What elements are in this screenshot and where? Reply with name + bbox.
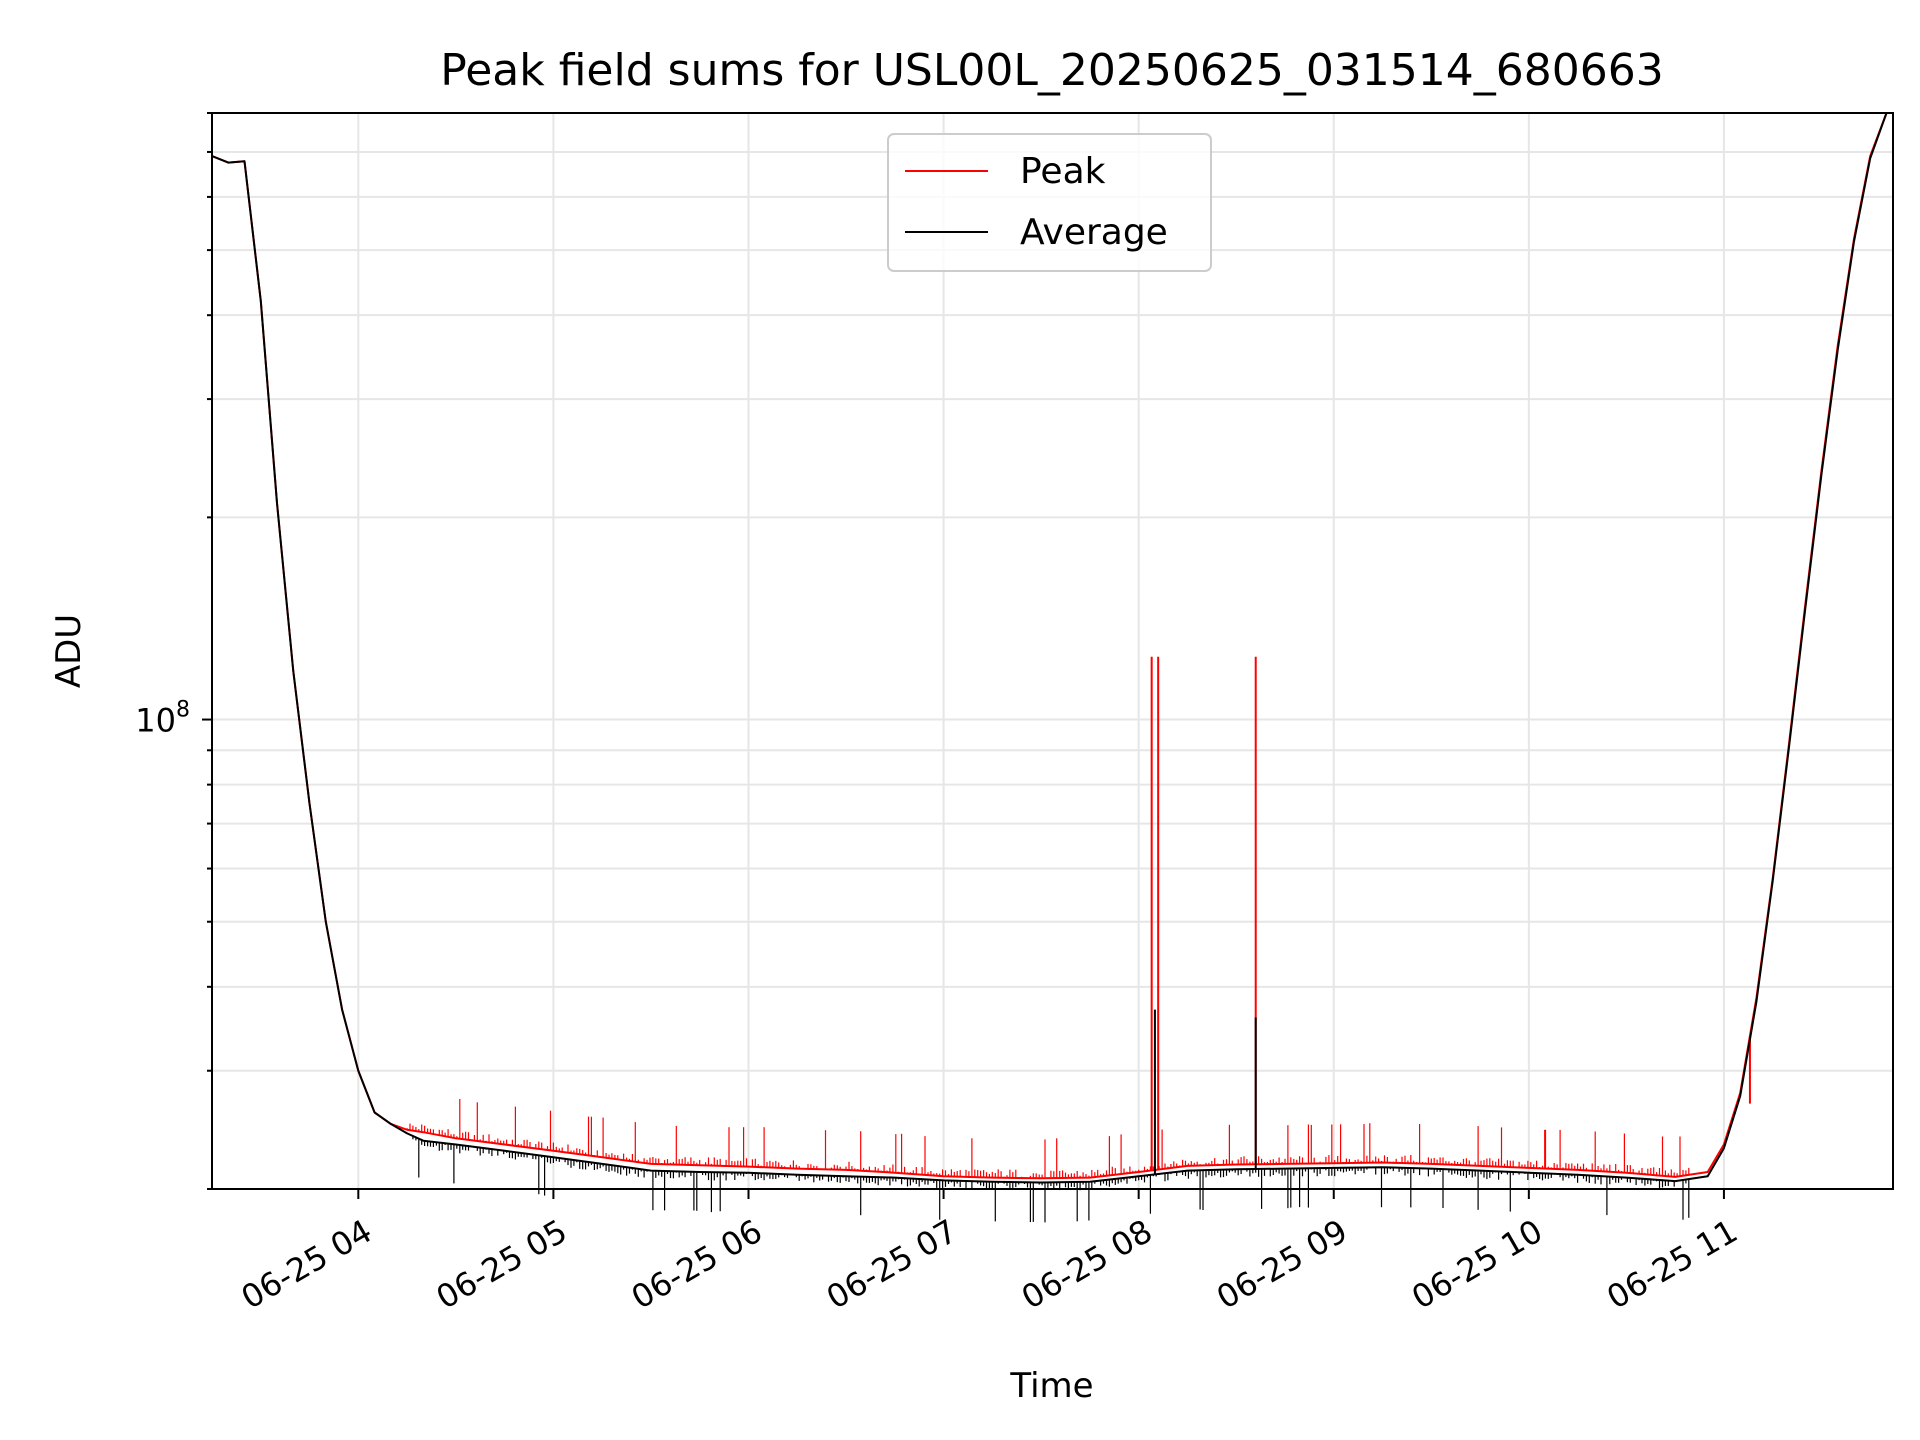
plot-area-frame bbox=[211, 112, 1894, 1190]
chart-title: Peak field sums for USL00L_20250625_0315… bbox=[440, 45, 1664, 96]
legend: Peak Average bbox=[887, 133, 1212, 272]
y-axis-label: ADU bbox=[49, 614, 89, 688]
series-layer bbox=[211, 112, 1888, 1223]
legend-box bbox=[887, 133, 1212, 272]
legend-label-peak: Peak bbox=[1020, 151, 1106, 192]
series-noise-peak bbox=[406, 1099, 1690, 1179]
y-tick-label: 108 bbox=[135, 698, 190, 740]
y-axis-ticks: 108 bbox=[135, 112, 212, 1190]
x-axis-label: Time bbox=[1009, 1366, 1093, 1406]
series-line-average bbox=[211, 112, 1888, 1184]
legend-label-average: Average bbox=[1020, 212, 1168, 253]
